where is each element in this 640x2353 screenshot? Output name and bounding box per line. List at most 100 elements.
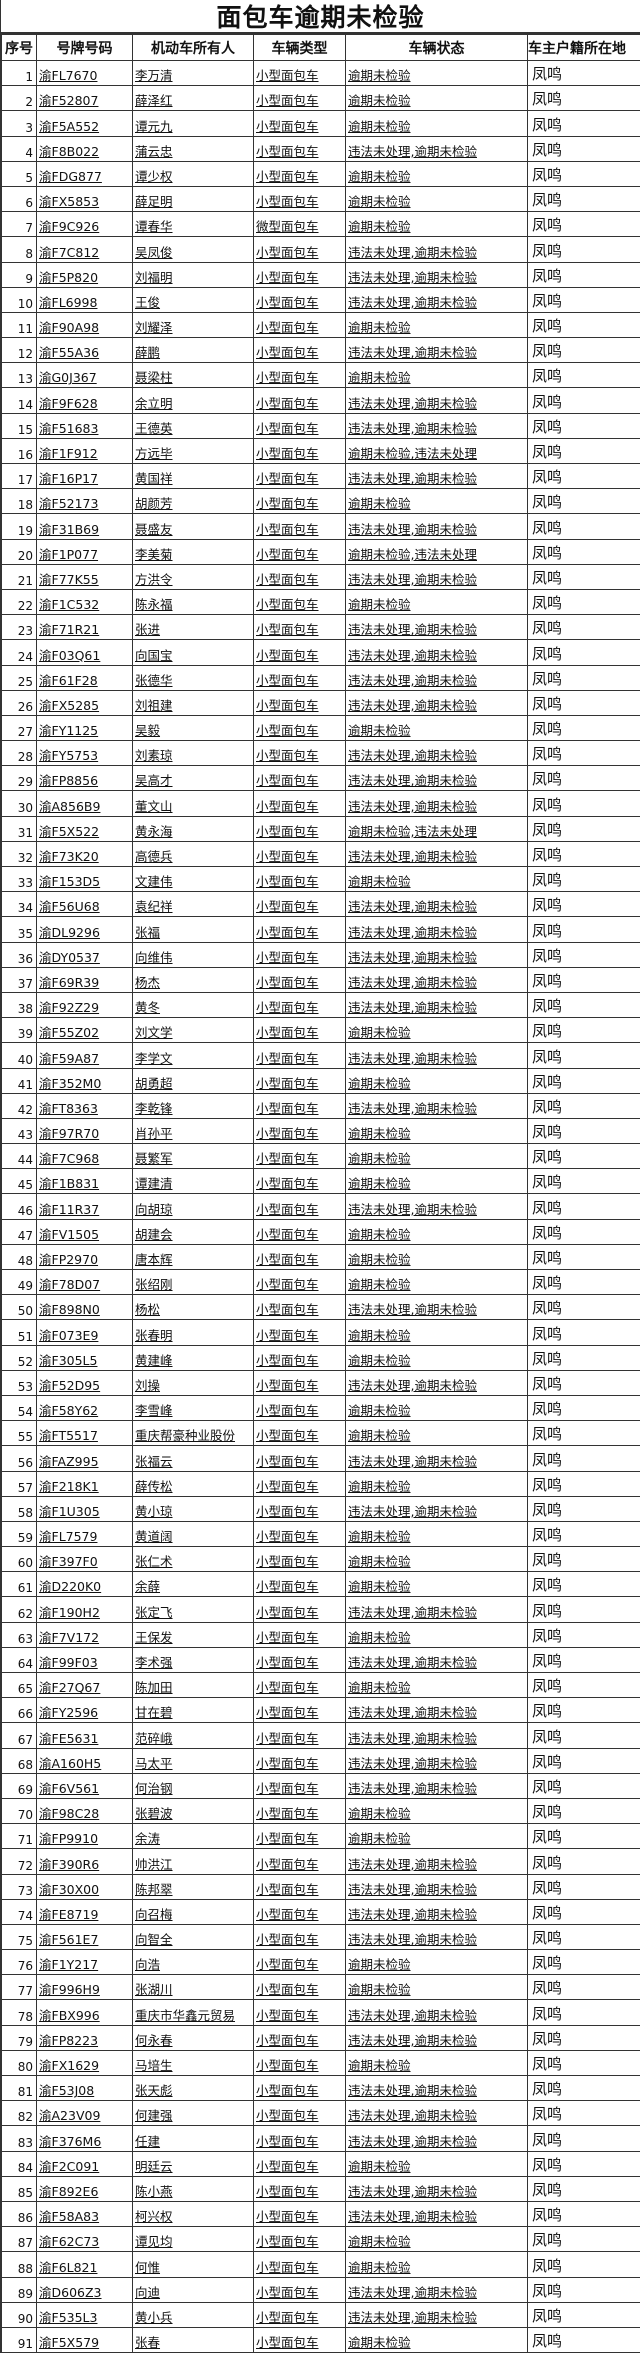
cell-no-text: 74 (17, 1908, 33, 1923)
cell-owner-text: 李雪峰 (135, 1403, 173, 1419)
cell-status-text: 违法未处理,逾期未检验 (348, 647, 477, 663)
table-row: 14 渝F9F628 余立明 小型面包车 违法未处理,逾期未检验 凤鸣 (1, 387, 640, 414)
cell-type-text: 小型面包车 (256, 1982, 319, 1998)
header-type: 车辆类型 (253, 34, 346, 61)
cell-owner: 向迪 (132, 2276, 254, 2303)
cell-status: 逾期未检验 (345, 1823, 528, 1850)
cell-region-text: 凤鸣 (532, 367, 563, 386)
cell-status: 逾期未检验 (345, 211, 528, 238)
cell-owner: 任建 (132, 2125, 254, 2152)
cell-status-text: 违法未处理,逾期未检验 (348, 924, 477, 940)
cell-type: 小型面包车 (253, 1571, 346, 1598)
cell-plate: 渝F5X579 (36, 2326, 133, 2353)
cell-plate-text: 渝F190H2 (39, 1604, 100, 1620)
cell-region-text: 凤鸣 (532, 1072, 563, 1091)
cell-type-text: 小型面包车 (256, 924, 319, 940)
cell-region-text: 凤鸣 (532, 241, 563, 260)
cell-plate: 渝FP9910 (36, 1823, 133, 1850)
cell-owner: 杨松 (132, 1294, 254, 1321)
cell-plate: 渝F30X00 (36, 1873, 133, 1900)
cell-status-text: 违法未处理,逾期未检验 (348, 2083, 477, 2099)
table-row: 27 渝FY1125 吴毅 小型面包车 逾期未检验 凤鸣 (1, 714, 640, 742)
cell-plate: 渝F97R70 (36, 1117, 133, 1145)
table-row: 57 渝F218K1 薛传松 小型面包车 逾期未检验 凤鸣 (1, 1470, 640, 1497)
cell-owner-text: 张仁术 (135, 1554, 173, 1570)
cell-status: 逾期未检验 (345, 1571, 528, 1598)
cell-status-text: 逾期未检验 (348, 1831, 411, 1847)
cell-no-text: 8 (25, 246, 33, 261)
cell-status: 逾期未检验 (345, 1268, 528, 1296)
cell-region: 凤鸣 (527, 941, 640, 968)
cell-type-text: 小型面包车 (256, 1226, 319, 1242)
cell-owner-text: 黄建峰 (135, 1352, 173, 1368)
cell-region: 凤鸣 (527, 85, 640, 112)
cell-no: 80 (1, 2049, 37, 2077)
cell-region: 凤鸣 (527, 966, 640, 993)
cell-plate: 渝F1F912 (36, 437, 133, 465)
cell-status: 违法未处理,逾期未检验 (345, 1848, 528, 1875)
cell-region: 凤鸣 (527, 1772, 640, 1799)
cell-plate-text: 渝F55Z02 (39, 1025, 100, 1041)
cell-no-text: 40 (17, 1052, 33, 1067)
cell-region: 凤鸣 (527, 1268, 640, 1296)
cell-owner-text: 谭建清 (135, 1176, 173, 1192)
cell-plate: 渝F2C091 (36, 2150, 133, 2177)
cell-region-text: 凤鸣 (532, 2306, 563, 2325)
cell-plate-text: 渝F352M0 (39, 1075, 102, 1091)
cell-region-text: 凤鸣 (532, 1450, 563, 1469)
cell-type-text: 小型面包车 (256, 2032, 319, 2048)
cell-owner-text: 帅洪江 (135, 1856, 173, 1872)
table-row: 39 渝F55Z02 刘文学 小型面包车 逾期未检验 凤鸣 (1, 1017, 640, 1044)
cell-type: 小型面包车 (253, 286, 346, 313)
cell-region-text: 凤鸣 (532, 2256, 563, 2275)
cell-status: 违法未处理,逾期未检验 (345, 790, 528, 817)
cell-type: 小型面包车 (253, 1898, 346, 1925)
cell-type: 小型面包车 (253, 59, 346, 87)
cell-region-text: 凤鸣 (532, 1652, 563, 1670)
cell-status-text: 逾期未检验 (348, 1403, 411, 1419)
cell-plate: 渝FL6998 (36, 286, 133, 313)
cell-type-text: 小型面包车 (256, 1957, 319, 1973)
cell-owner-text: 谭春华 (135, 219, 173, 235)
cell-no-text: 34 (17, 901, 33, 916)
cell-region: 凤鸣 (527, 1092, 640, 1119)
cell-plate: 渝F52807 (36, 85, 133, 112)
table-row: 6 渝FX5853 薛足明 小型面包车 逾期未检验 凤鸣 (1, 185, 640, 213)
cell-region-text: 凤鸣 (532, 2105, 563, 2124)
cell-plate: 渝FX5285 (36, 689, 133, 716)
cell-status-text: 逾期未检验,违法未处理 (348, 546, 477, 562)
cell-region-text: 凤鸣 (532, 90, 563, 109)
cell-plate-text: 渝FP2970 (39, 1252, 99, 1267)
cell-owner-text: 杨杰 (135, 974, 161, 990)
cell-owner-text: 吴凤俊 (135, 244, 173, 260)
cell-type: 小型面包车 (253, 1218, 346, 1245)
cell-plate: 渝F11R37 (36, 1193, 133, 1220)
cell-plate-text: 渝DY0537 (39, 949, 100, 965)
cell-status-text: 逾期未检验 (348, 723, 411, 739)
cell-type-text: 小型面包车 (256, 194, 319, 210)
cell-plate: 渝F59A87 (36, 1042, 133, 1069)
table-row: 89 渝D606Z3 向迪 小型面包车 违法未处理,逾期未检验 凤鸣 (1, 2276, 640, 2303)
cell-type-text: 小型面包车 (256, 1831, 319, 1847)
cell-no: 4 (1, 135, 37, 162)
cell-region: 凤鸣 (527, 437, 640, 465)
cell-no: 62 (1, 1596, 37, 1623)
cell-no-text: 66 (17, 1707, 33, 1722)
cell-plate-text: 渝F2C091 (39, 2158, 100, 2174)
cell-owner-text: 薛足明 (135, 194, 173, 210)
cell-type-text: 小型面包车 (256, 1252, 319, 1267)
cell-owner-text: 刘祖建 (135, 697, 173, 713)
cell-status-text: 逾期未检验 (348, 320, 411, 336)
cell-type-text: 小型面包车 (256, 1655, 319, 1670)
cell-plate-text: 渝F90A98 (39, 320, 100, 336)
cell-region: 凤鸣 (527, 563, 640, 590)
cell-no: 46 (1, 1193, 37, 1220)
cell-plate-text: 渝F390R6 (39, 1856, 100, 1872)
cell-plate-text: 渝FP8223 (39, 2032, 99, 2048)
cell-region: 凤鸣 (527, 2150, 640, 2177)
cell-no-text: 76 (17, 1959, 33, 1974)
cell-no: 71 (1, 1823, 37, 1850)
cell-no: 68 (1, 1747, 37, 1774)
cell-status-text: 违法未处理,逾期未检验 (348, 849, 477, 864)
cell-owner: 黄小兵 (132, 2301, 254, 2328)
